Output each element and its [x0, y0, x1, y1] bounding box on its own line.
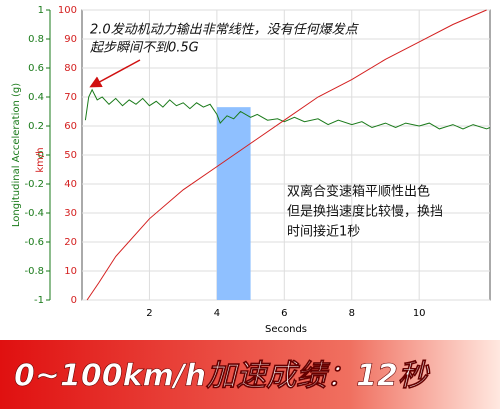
y-tick-label: -1	[34, 295, 44, 306]
highlight	[216, 107, 251, 301]
x-axis-label: Seconds	[265, 324, 307, 335]
annotation: 双离合变速箱平顺性出色	[287, 184, 430, 200]
x-tick-label: 4	[214, 308, 220, 319]
annotation: 2.0发动机动力输出非常线性，没有任何爆发点	[90, 23, 360, 38]
y-tick-label: 0.6	[28, 63, 44, 74]
y2-tick-label: 80	[64, 63, 77, 74]
y-tick-label: 1	[38, 5, 44, 16]
y-tick-label: -0.8	[24, 266, 44, 277]
y2-tick-label: 30	[64, 208, 77, 219]
y2-tick-label: 60	[64, 121, 77, 132]
y-tick-label: 0.4	[28, 92, 44, 103]
y2-tick-label: 50	[64, 150, 77, 161]
y2-tick-label: 90	[64, 34, 77, 45]
x-tick-label: 10	[413, 308, 426, 319]
y-tick-label: -0.6	[24, 237, 44, 248]
series-line	[84, 88, 491, 130]
y-tick-label: -0.2	[24, 179, 44, 190]
series-line	[86, 9, 487, 301]
x-tick-label: 8	[349, 308, 355, 319]
y2-tick-label: 100	[58, 5, 77, 16]
x-tick-label: 2	[146, 308, 152, 319]
y2-tick-label: 0	[71, 295, 77, 306]
y-axis-label: Longitudinal Acceleration (g)	[11, 83, 22, 227]
annotation: 起步瞬间不到0.5G	[90, 41, 199, 56]
y2-axis-label: km/h	[35, 147, 46, 172]
banner	[0, 340, 500, 409]
y-tick-label: -0.4	[24, 208, 44, 219]
arrow	[89, 59, 141, 88]
y2-tick-label: 20	[64, 237, 77, 248]
annotation: 时间接近1秒	[287, 224, 360, 240]
x-tick-label: 6	[281, 308, 287, 319]
y-tick-label: 0.2	[28, 121, 44, 132]
y2-tick-label: 40	[64, 179, 77, 190]
y2-tick-label: 70	[64, 92, 77, 103]
annotation: 但是换挡速度比较慢，换挡	[287, 204, 443, 220]
y2-tick-label: 10	[64, 266, 77, 277]
y-tick-label: 0	[38, 150, 44, 161]
banner-text: 0~100km/h加速成绩：12秒	[14, 359, 431, 394]
y-tick-label: 0.8	[28, 34, 44, 45]
